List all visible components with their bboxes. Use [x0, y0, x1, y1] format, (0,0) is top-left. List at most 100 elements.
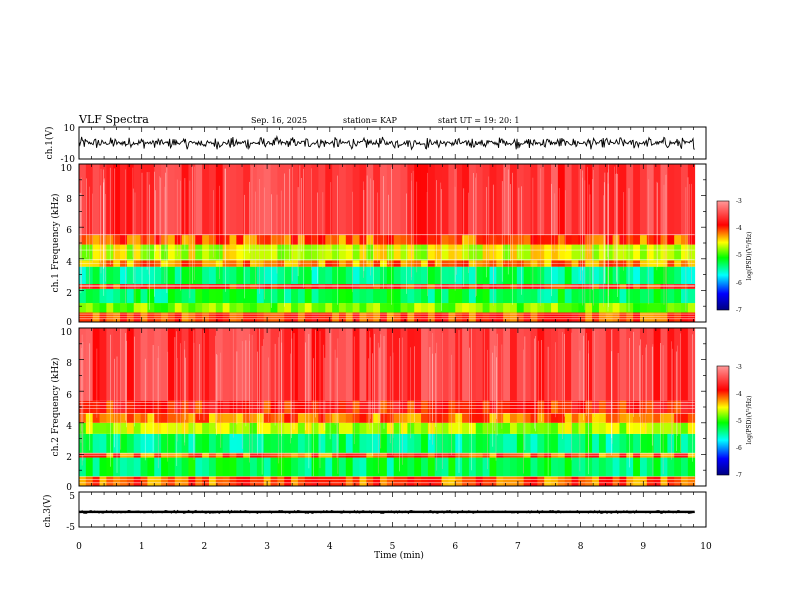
spec-cell [181, 400, 189, 414]
ch1-spec-ticks [78, 163, 707, 323]
spec-cell [434, 422, 442, 434]
spec-cell [140, 266, 148, 285]
spec-cell [373, 400, 381, 414]
spec-cell [270, 422, 278, 434]
spec-cell [154, 244, 162, 261]
spec-cell [496, 266, 504, 285]
spec-cell [639, 303, 648, 313]
spec-cell [325, 413, 333, 423]
spec-cell [605, 266, 614, 285]
spec-cell [646, 266, 655, 285]
spec-cell [660, 433, 668, 453]
spec-cell [653, 457, 661, 477]
spec-cell [578, 400, 586, 414]
spec-cell [215, 433, 224, 453]
spec-cell [633, 400, 641, 414]
spec-cell [359, 457, 367, 477]
spec-cell [646, 164, 655, 236]
spec-cell [284, 328, 292, 401]
spec-cell [140, 328, 148, 401]
spec-cell [263, 164, 271, 236]
spec-cell [441, 164, 449, 236]
spec-cell [407, 303, 415, 313]
spec-cell [304, 164, 312, 236]
spec-cell [174, 422, 183, 434]
spec-cell [386, 422, 395, 434]
spec-cell [352, 433, 360, 453]
spec-cell [284, 312, 292, 322]
spec-cell [222, 288, 230, 304]
spec-cell [174, 457, 183, 477]
spec-cell [585, 457, 593, 477]
spec-cell [99, 433, 107, 453]
spec-cell [578, 457, 586, 477]
spec-cell [352, 303, 360, 313]
spec-cell [236, 164, 244, 236]
spec-cell [674, 303, 682, 313]
spec-cell [291, 433, 299, 453]
spec-cell [120, 303, 128, 313]
spec-cell [523, 400, 531, 414]
spec-cell [325, 288, 333, 304]
spec-cell [345, 457, 354, 477]
spec-cell [612, 244, 620, 261]
spec-cell [646, 476, 655, 486]
spec-cell [571, 266, 579, 285]
spec-cell [468, 476, 477, 486]
spec-cell [544, 457, 552, 477]
spec-cell [653, 328, 661, 401]
spec-cell [441, 312, 449, 322]
spec-cell [612, 235, 620, 245]
spec-cell [380, 328, 388, 401]
spec-cell [468, 266, 477, 285]
spec-cell [85, 476, 94, 486]
spec-cell [332, 400, 340, 414]
spec-cell [250, 422, 258, 434]
spec-cell [154, 288, 162, 304]
spec-cell [181, 303, 189, 313]
ch1-wave-line [78, 135, 695, 151]
spec-cell [639, 413, 648, 423]
spec-cell [414, 235, 422, 245]
spec-cell [496, 235, 504, 245]
ch1-ytick-8: 8 [66, 195, 72, 205]
spec-cell [311, 266, 319, 285]
spec-cell [687, 400, 696, 414]
spec-cell [236, 433, 244, 453]
spec-cell [619, 457, 627, 477]
spec-cell [544, 328, 552, 401]
spec-cell [544, 400, 552, 414]
spec-cell [421, 244, 429, 261]
spec-cell [167, 457, 176, 477]
spec-cell [85, 400, 94, 414]
spec-cell [113, 244, 121, 261]
spec-cell [441, 400, 449, 414]
spec-cell [475, 303, 484, 313]
spec-cell [366, 164, 374, 236]
spec-cell [530, 476, 538, 486]
spec-cell [434, 476, 442, 486]
spec-cell [386, 244, 395, 261]
spec-cell [612, 328, 620, 401]
spec-cell [564, 244, 572, 261]
spec-cell [250, 400, 258, 414]
spec-cell [126, 288, 135, 304]
spec-cell [633, 433, 641, 453]
spec-cell [215, 457, 224, 477]
spec-cell [188, 400, 196, 414]
spec-cell [229, 266, 237, 285]
spec-cell [250, 164, 258, 236]
spec-cell [496, 328, 504, 401]
spec-cell [263, 400, 271, 414]
spec-cell [284, 235, 292, 245]
spec-cell [154, 266, 162, 285]
spec-cell [284, 164, 292, 236]
spec-cell [441, 433, 449, 453]
spec-cell [612, 433, 620, 453]
spec-cell [345, 244, 354, 261]
spec-cell [687, 288, 696, 304]
spec-cell [407, 422, 415, 434]
spec-cell [120, 328, 128, 401]
spec-cell [605, 303, 614, 313]
spec-cell [181, 457, 189, 477]
